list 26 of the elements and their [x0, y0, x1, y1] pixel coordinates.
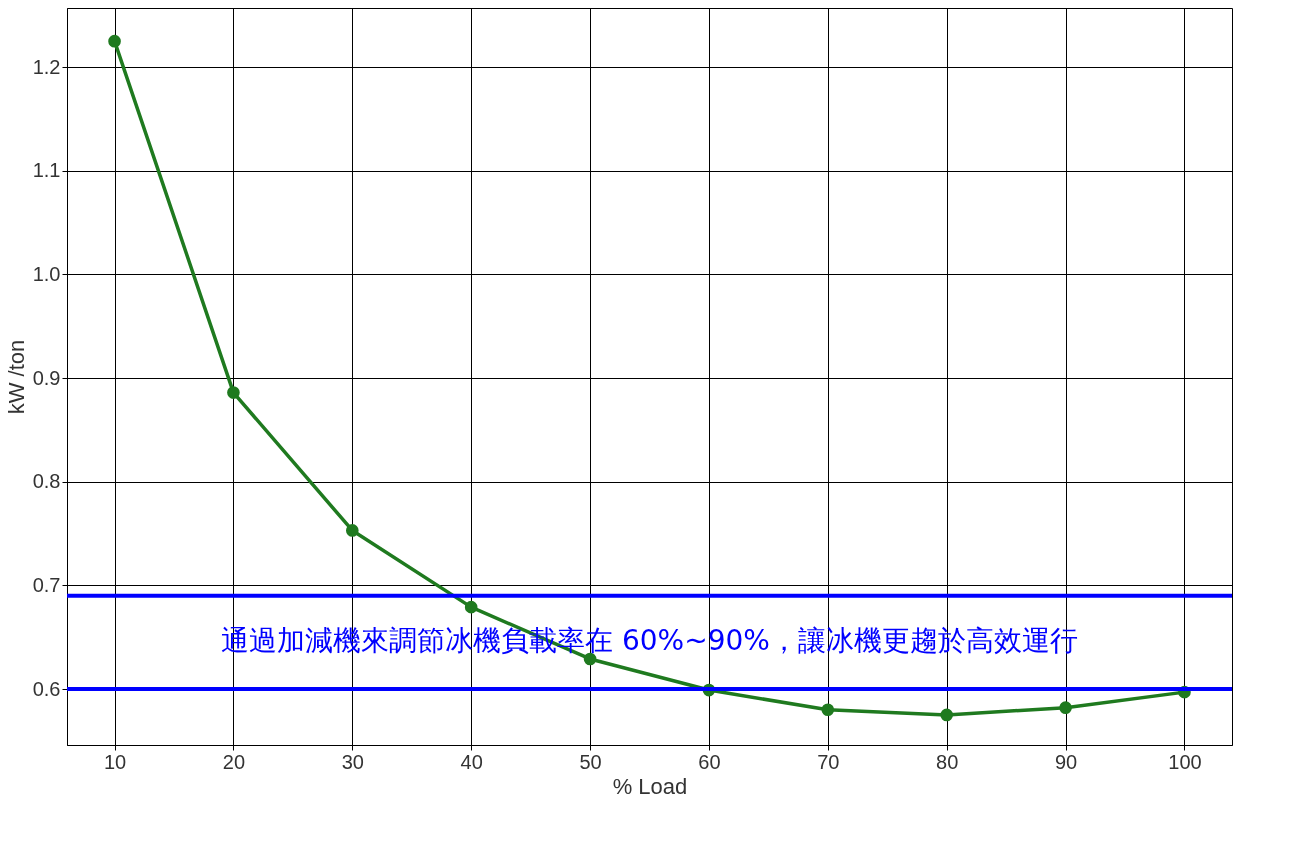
- y-tick-label: 0.8: [32, 470, 61, 493]
- point: [821, 703, 835, 717]
- point: [1059, 701, 1072, 714]
- point: [108, 34, 121, 48]
- y-tick-label: 1.0: [32, 262, 61, 285]
- x-tick-label: 50: [579, 750, 602, 773]
- x-tick-label: 70: [817, 750, 840, 773]
- x-tick-label: 90: [1054, 750, 1078, 773]
- x-tick-label: 30: [341, 750, 364, 773]
- x-axis-title: % Load: [612, 773, 688, 799]
- y-tick-label: 0.6: [32, 677, 61, 700]
- x-tick-label: 40: [460, 750, 483, 773]
- x-tick-label: 100: [1168, 750, 1202, 773]
- x-tick-label: 20: [222, 750, 246, 773]
- point: [940, 708, 954, 722]
- point: [227, 386, 240, 399]
- y-tick-label: 0.9: [32, 366, 61, 389]
- y-tick-label: 1.2: [32, 55, 61, 78]
- y-tick-label: 1.1: [32, 159, 61, 182]
- y-axis-title: kW /ton: [3, 339, 29, 415]
- y-tick-label: 0.7: [32, 573, 61, 596]
- x-tick-label: 80: [936, 750, 959, 773]
- x-tick-label: 60: [698, 750, 721, 773]
- point: [345, 524, 359, 537]
- x-tick-label: 10: [103, 750, 127, 773]
- point: [464, 600, 478, 614]
